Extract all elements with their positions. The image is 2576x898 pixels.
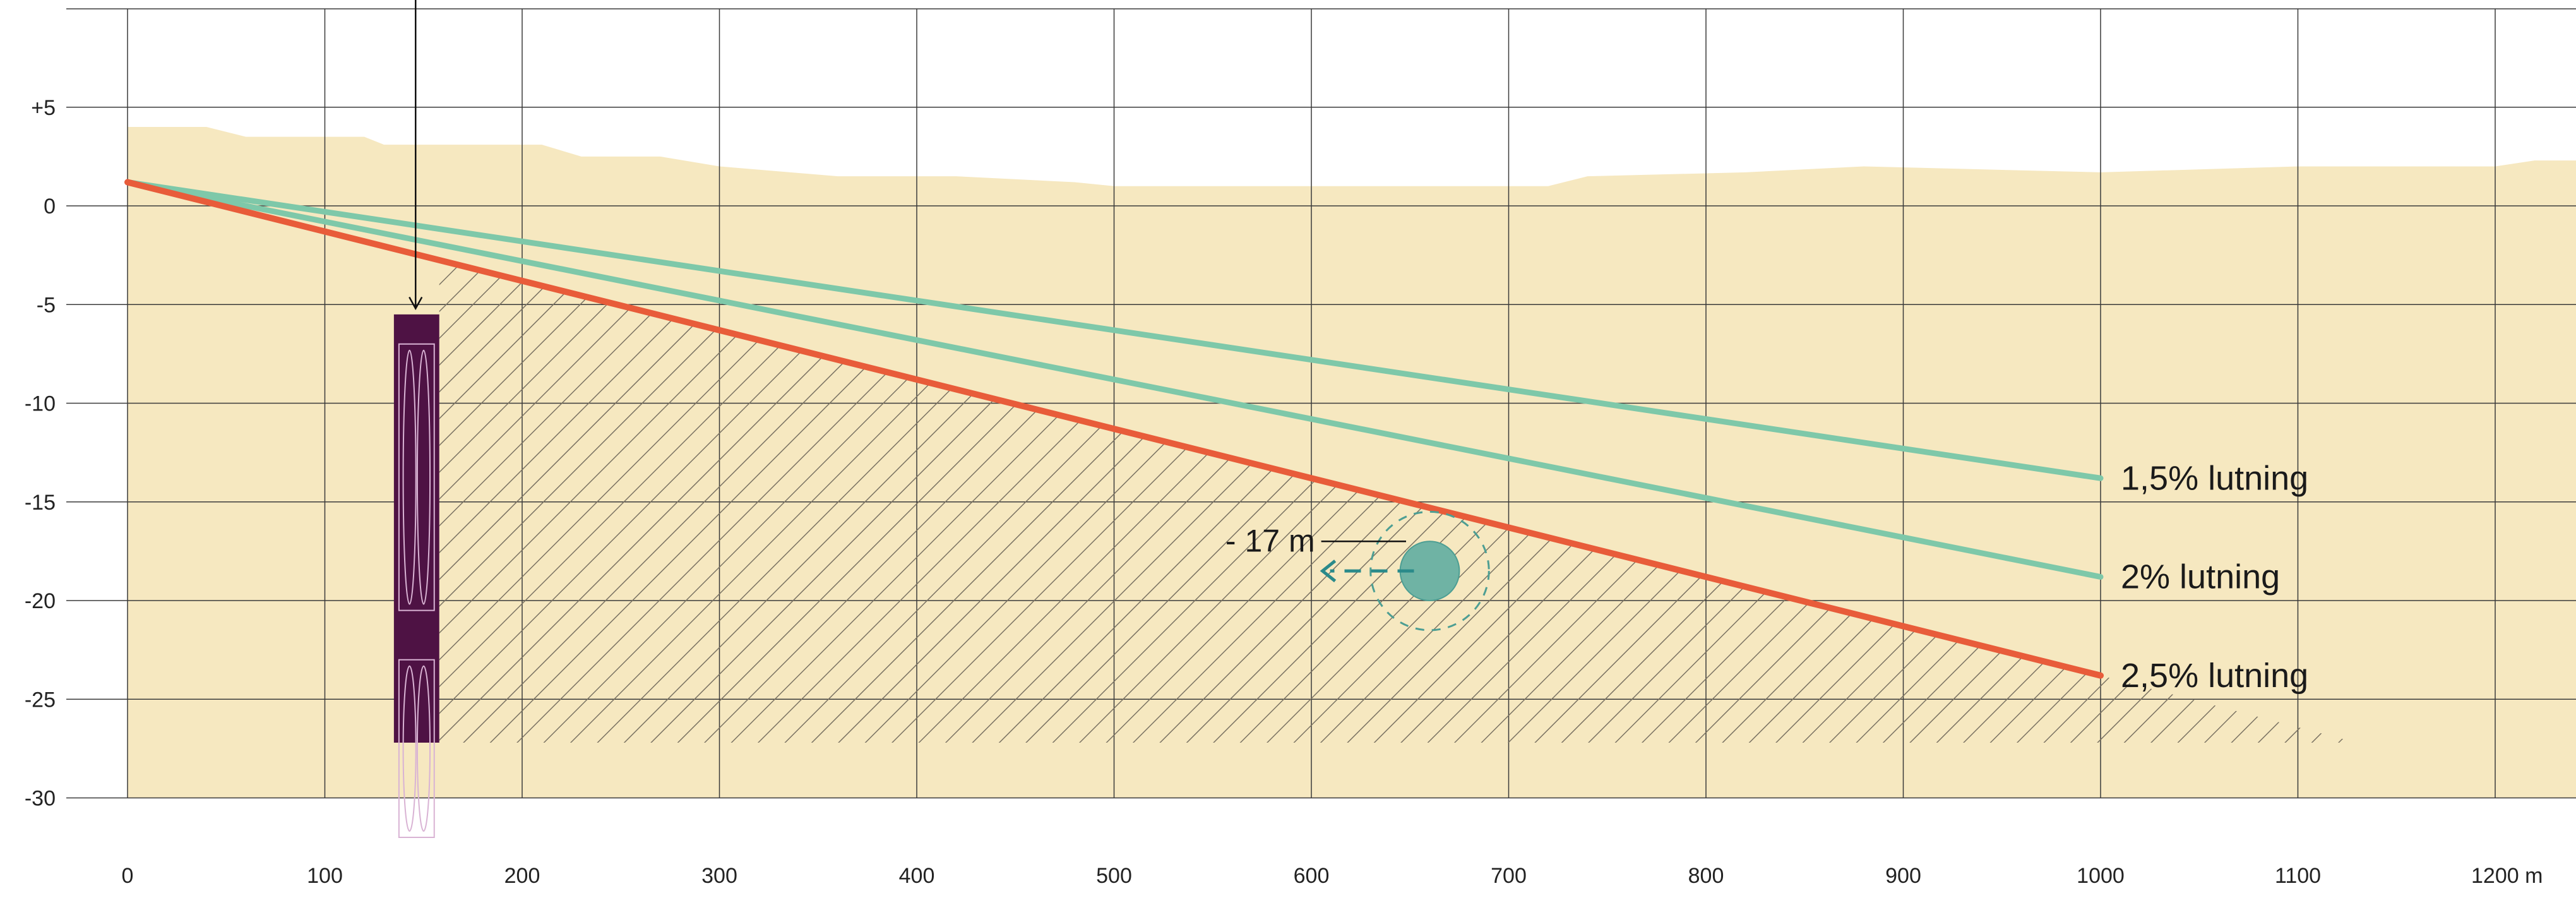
shaft-element-icon: [402, 665, 417, 832]
x-tick-label: 300: [701, 864, 737, 888]
slope-label-2: 2% lutning: [2121, 558, 2280, 596]
shaft-element-icon: [402, 349, 417, 605]
x-tick-label: 800: [1688, 864, 1724, 888]
slope-line-2: [124, 179, 2104, 580]
tunnel-influence-zone: [1369, 510, 1490, 632]
y-tick-label: -20: [25, 589, 56, 613]
shaft-chamber-2: [398, 659, 435, 838]
y-tick-label: -15: [25, 491, 56, 515]
tick-layer: +5 0 -5 -10 -15 -20 -25 -30 0 100 200 300 400 500 600 7…: [25, 96, 2543, 888]
y-tick-label: -5: [37, 293, 56, 317]
x-tick-label: 900: [1885, 864, 1921, 888]
shaft-chamber-1: [398, 343, 435, 611]
slope-label-1: 1,5% lutning: [2121, 459, 2308, 497]
y-tick-label: -30: [25, 787, 56, 811]
slope-line-3: [124, 179, 2104, 679]
x-tick-label: 1100: [2275, 864, 2321, 888]
x-tick-label: 0: [122, 864, 134, 888]
slope-line-1: [124, 179, 2104, 481]
y-tick-label: -10: [25, 392, 56, 416]
x-tick-label: 400: [899, 864, 935, 888]
y-tick-label: 0: [44, 195, 56, 219]
x-tick-label: 1000: [2077, 864, 2125, 888]
slope-label-3: 2,5% lutning: [2121, 657, 2308, 695]
y-tick-label: -25: [25, 688, 56, 712]
x-tick-label: 1200 m: [2471, 864, 2543, 888]
shaft-element-icon: [416, 665, 431, 832]
x-tick-label: 500: [1096, 864, 1132, 888]
arrow-down-icon: [408, 296, 423, 311]
arrow-left-icon: [1320, 560, 1337, 583]
slope-layer: [124, 179, 2104, 679]
y-tick-label: +5: [31, 96, 56, 120]
shaft-layer: [393, 0, 439, 838]
x-tick-label: 700: [1491, 864, 1527, 888]
x-tick-label: 100: [307, 864, 343, 888]
label-layer: 1,5% lutning 2% lutning 2,5% lutning - 17 m: [1225, 459, 2308, 695]
x-tick-label: 600: [1294, 864, 1330, 888]
shaft-element-icon: [416, 349, 431, 605]
x-tick-label: 200: [504, 864, 540, 888]
depth-label: - 17 m: [1225, 523, 1315, 558]
tunnel-layer: [1320, 510, 1490, 632]
shaft: [393, 314, 439, 743]
